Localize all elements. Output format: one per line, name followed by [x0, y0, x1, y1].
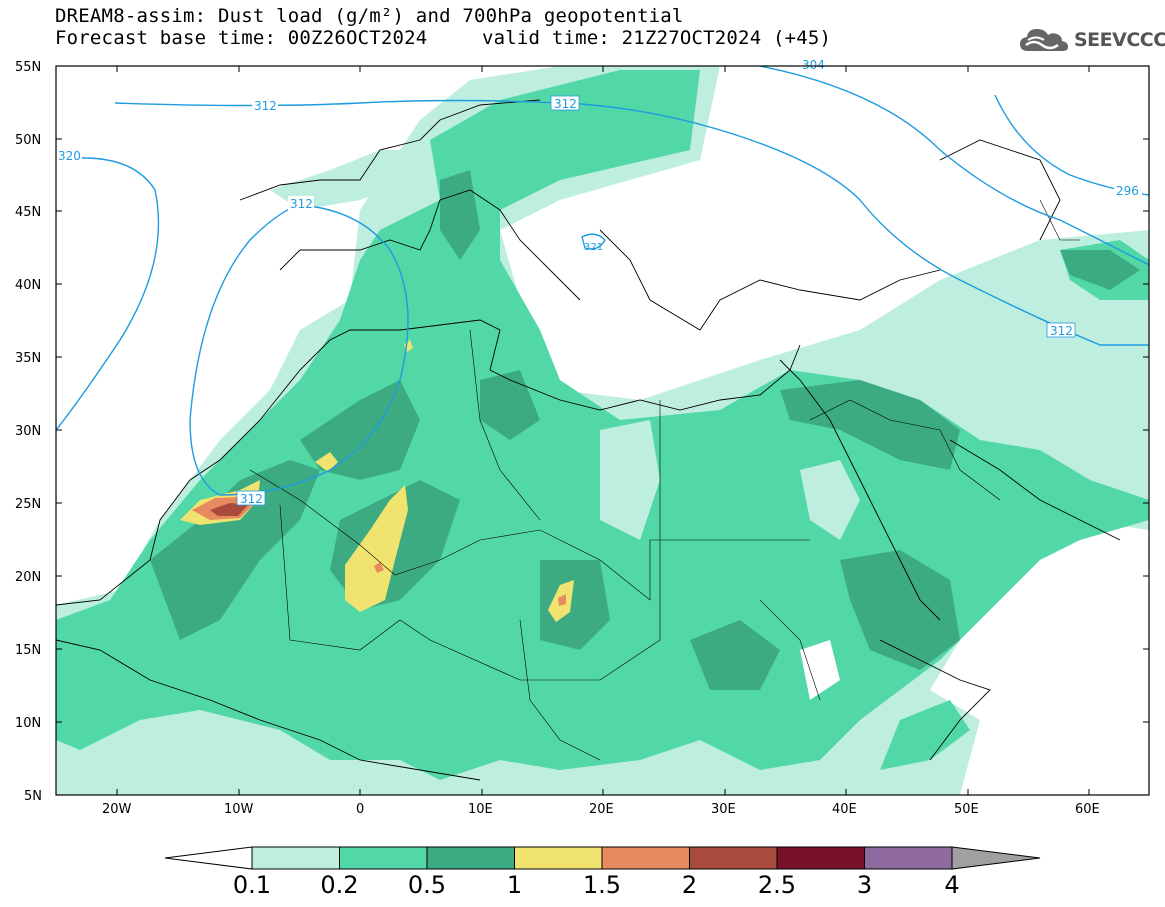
contour-label: 312	[290, 197, 313, 211]
colorbar: 0.1 0.2 0.5 1 1.5 2 2.5 3 4	[164, 846, 1041, 899]
lon-label: 50E	[954, 802, 979, 817]
lat-label: 50N	[15, 133, 41, 148]
lon-ticks	[116, 66, 1090, 795]
colorbar-box	[426, 846, 515, 870]
forecast-base-time: Forecast base time: 00Z26OCT2024	[55, 27, 428, 49]
colorbar-label: 3	[857, 871, 872, 899]
lon-label: 10E	[468, 802, 493, 817]
colorbar-label: 4	[944, 871, 959, 899]
contour-labels: 312 320 312 312 312 312 296 304 321	[56, 58, 1142, 506]
lon-label: 40E	[832, 802, 857, 817]
colorbar-box	[601, 846, 690, 870]
logo-text: SEEVCCC	[1074, 29, 1165, 51]
lon-label: 20E	[589, 802, 614, 817]
lat-labels: 55N 50N 45N 40N 35N 30N 25N 20N 15N 10N …	[15, 60, 42, 804]
colorbar-max-triangle	[951, 846, 1041, 870]
lat-label: 15N	[15, 643, 41, 658]
lat-ticks	[56, 65, 1149, 723]
lat-label: 30N	[15, 424, 41, 439]
lon-label: 10W	[224, 802, 254, 817]
colorbar-label: 2.5	[758, 871, 796, 899]
lon-label: 20W	[102, 802, 132, 817]
colorbar-label: 0.1	[233, 871, 271, 899]
colorbar-box	[339, 846, 428, 870]
colorbar-box	[514, 846, 603, 870]
lat-label: 35N	[15, 351, 41, 366]
dust-shading	[56, 66, 1149, 795]
colorbar-label: 2	[682, 871, 697, 899]
contour-label: 312	[240, 492, 263, 506]
colorbar-box	[689, 846, 778, 870]
colorbar-box	[776, 846, 865, 870]
seevccc-logo: SEEVCCC	[1018, 25, 1165, 55]
contour-label: 304	[802, 58, 825, 72]
lat-label: 5N	[24, 789, 42, 804]
contour-label: 312	[1050, 324, 1073, 338]
cloud-icon	[1020, 29, 1068, 51]
lon-labels: 20W 10W 0 10E 20E 30E 40E 50E 60E	[102, 802, 1100, 817]
lat-label: 55N	[15, 60, 41, 75]
contour-label: 320	[58, 149, 81, 163]
contour-label: 296	[1116, 184, 1139, 198]
colorbar-label: 0.5	[408, 871, 446, 899]
lon-label: 0	[356, 802, 364, 817]
lon-label: 60E	[1075, 802, 1100, 817]
lat-label: 25N	[15, 497, 41, 512]
geopotential-contours	[56, 66, 1149, 496]
colorbar-label: 1	[507, 871, 522, 899]
valid-time: valid time: 21Z27OCT2024 (+45)	[482, 27, 832, 49]
colorbar-label: 1.5	[583, 871, 621, 899]
lon-label: 30E	[711, 802, 736, 817]
contour-label: 312	[254, 99, 277, 113]
colorbar-label: 0.2	[320, 871, 358, 899]
chart-title: DREAM8-assim: Dust load (g/m²) and 700hP…	[55, 5, 684, 27]
lat-label: 10N	[15, 716, 41, 731]
lat-label: 45N	[15, 205, 41, 220]
colorbar-box	[251, 846, 340, 870]
coastlines	[56, 99, 1121, 781]
contour-label: 321	[584, 242, 603, 253]
contour-label: 312	[554, 97, 577, 111]
colorbar-box	[864, 846, 953, 870]
lat-label: 40N	[15, 278, 41, 293]
colorbar-min-triangle	[164, 846, 253, 870]
country-borders	[249, 199, 1080, 761]
lat-label: 20N	[15, 570, 41, 585]
